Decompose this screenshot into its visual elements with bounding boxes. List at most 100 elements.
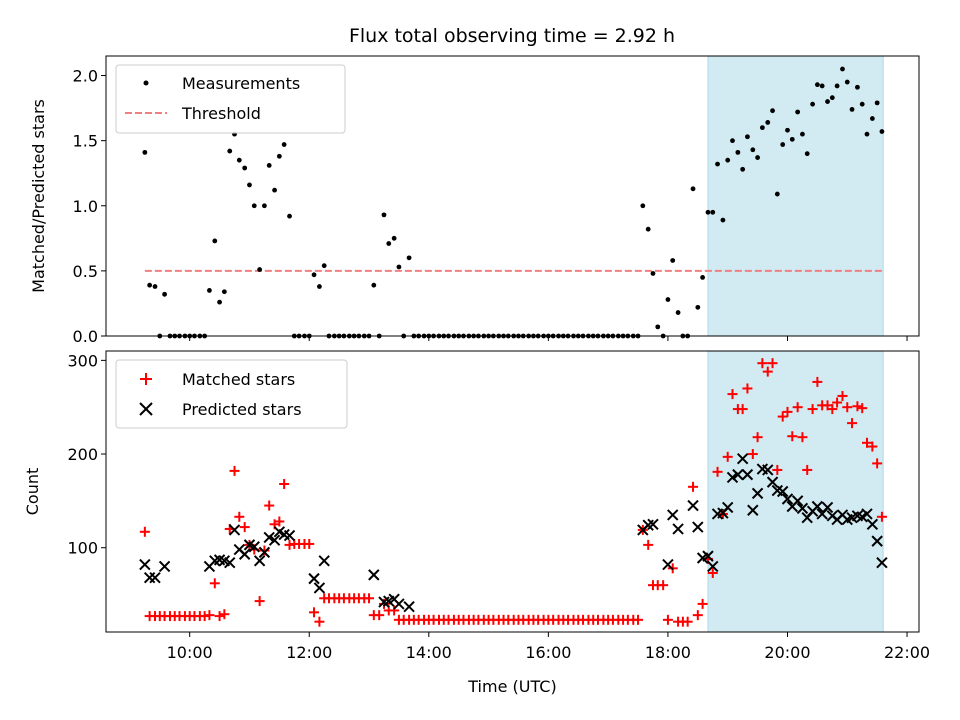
matched-point [852, 401, 863, 412]
predicted-point-b [662, 558, 674, 571]
predicted-point-b [811, 500, 824, 513]
predicted-point-b [687, 499, 699, 512]
predicted-point-b [313, 582, 326, 594]
measurement-point [207, 288, 212, 293]
predicted-point-b [747, 504, 759, 516]
predicted-point-b [273, 526, 286, 538]
top-y-ticks: 0.0 0.5 1.0 1.5 2.0 [73, 67, 106, 346]
measurement-point [665, 297, 671, 302]
predicted-point-b [268, 534, 281, 546]
measurement-point [690, 186, 696, 192]
bottom-observing-window [707, 350, 884, 633]
matched-point [847, 418, 858, 429]
measurement-point [276, 153, 282, 159]
measurement-point [695, 304, 701, 310]
predicted-point [791, 495, 804, 507]
predicted-point-b [308, 572, 320, 585]
predicted-point-b [233, 543, 246, 556]
predicted-point-b [393, 598, 405, 610]
measurement-point [814, 82, 820, 88]
predicted-point [238, 548, 251, 560]
predicted-point-b [218, 555, 231, 567]
matched-point [662, 614, 673, 625]
matched-point [797, 432, 808, 443]
predicted-point [821, 501, 834, 514]
measurement-point [227, 148, 233, 154]
predicted-point [248, 541, 260, 553]
predicted-point-b [318, 555, 330, 567]
matched-point [742, 383, 753, 394]
measurement-point [371, 282, 377, 288]
top-panel: 0.00.51.01.52.0 Matched/Predicted stars … [29, 55, 920, 346]
measurement-point [386, 241, 392, 246]
measurement-point [840, 66, 845, 72]
matched-point [837, 390, 848, 401]
measurement-point [819, 83, 825, 89]
predicted-point [871, 535, 883, 547]
matched-point [727, 389, 738, 400]
top-axes-frame [105, 55, 920, 337]
bottom-legend: Matched stars Predicted stars [115, 359, 348, 429]
measurement-point [789, 136, 795, 142]
y-tick-label: 0.5 [73, 262, 98, 281]
matched-point [643, 539, 654, 550]
predicted-point-b [821, 501, 834, 514]
matched-point [752, 432, 763, 443]
matched-point [876, 511, 887, 522]
measurement-point [257, 267, 263, 272]
predicted-point-b [692, 521, 704, 533]
matched-point [688, 481, 699, 492]
matched-point [254, 596, 265, 607]
predicted-point [667, 509, 679, 521]
matched-point [389, 605, 400, 616]
matched-point [792, 402, 803, 413]
predicted-point [726, 471, 739, 484]
measurement-point [720, 217, 726, 223]
predicted-point [368, 569, 380, 581]
predicted-point [647, 518, 659, 530]
chart-title: Flux total observing time = 2.92 h [349, 25, 675, 47]
measurement-point [640, 203, 646, 209]
matched-point [309, 607, 320, 618]
measurement-point [700, 274, 705, 280]
matched-point [802, 464, 813, 475]
matched-point [274, 516, 285, 527]
measurement-point [321, 263, 327, 269]
predicted-point [741, 468, 754, 481]
shaded-region [707, 55, 884, 337]
predicted-point [707, 560, 719, 573]
y-tick-label: 1.0 [73, 197, 98, 216]
predicted-point-b [756, 463, 769, 475]
bottom-x-ticks: 10:00 12:00 14:00 16:00 18:00 20:00 22:00 [167, 632, 930, 662]
predicted-point [283, 529, 296, 542]
matched-point [314, 616, 325, 627]
predicted-point-b [403, 601, 415, 613]
matched-point [374, 610, 385, 621]
measurement-point [670, 258, 676, 263]
predicted-point [796, 502, 809, 515]
measurement-point [710, 209, 716, 215]
matched-point [767, 358, 778, 369]
matched-point [279, 479, 290, 490]
predicted-point [776, 485, 789, 498]
predicted-point [268, 534, 281, 546]
predicted-point [687, 499, 699, 512]
legend-cross [139, 402, 153, 416]
predicted-point [228, 524, 241, 536]
matched-point [807, 404, 818, 415]
matched-point [264, 500, 275, 511]
predicted-point [762, 464, 774, 476]
matched-point [867, 441, 878, 452]
matched-point [229, 465, 240, 476]
measurement-point [770, 108, 775, 114]
measurement-point [152, 284, 158, 289]
matched-point [633, 614, 644, 625]
predicted-point [751, 487, 764, 500]
predicted-point-b [243, 539, 256, 551]
legend-plus [140, 373, 152, 385]
matched-point [772, 464, 783, 475]
measurement-point [825, 99, 830, 104]
predicted-point [313, 582, 326, 594]
predicted-point [702, 550, 714, 562]
predicted-point-b [796, 502, 809, 515]
